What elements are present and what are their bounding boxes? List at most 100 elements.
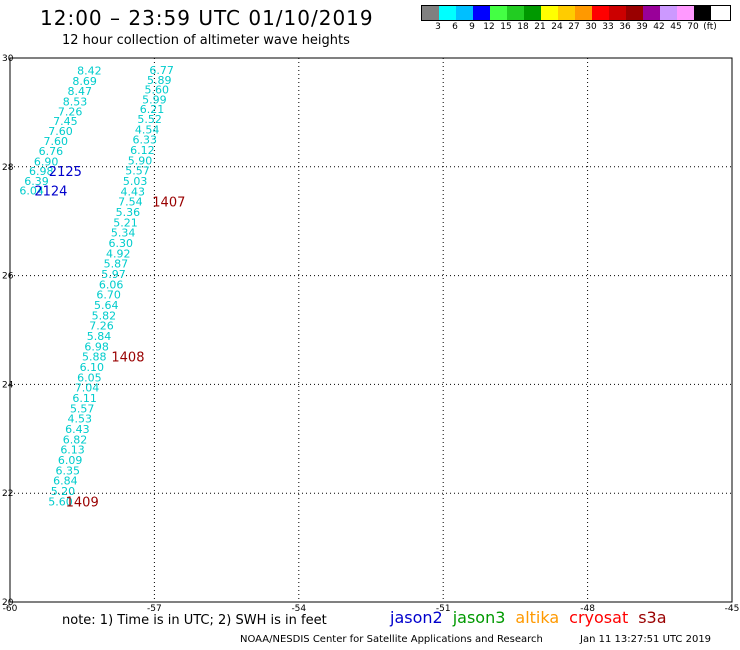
credit-line: NOAA/NESDIS Center for Satellite Applica… [240, 634, 543, 645]
color-scale-tick-label: 18 [517, 22, 529, 32]
wave-height-point: 7.54 [118, 196, 143, 209]
x-tick-label: -48 [580, 604, 595, 614]
color-scale-tick-label: 30 [585, 22, 597, 32]
wave-height-point: 5.87 [104, 258, 129, 271]
satellite-legend-item: jason2 [390, 608, 443, 627]
color-swatch [524, 6, 541, 20]
wave-height-point: 5.84 [87, 330, 112, 343]
wave-height-point: 5.60 [48, 495, 73, 508]
pass-time-annotation: 1409 [66, 495, 99, 510]
wave-height-point: 7.26 [58, 105, 83, 118]
footnote: note: 1) Time is in UTC; 2) SWH is in fe… [62, 613, 327, 628]
wave-height-point: 7.45 [53, 115, 78, 128]
wave-height-point: 5.57 [125, 165, 150, 178]
color-swatch [677, 6, 694, 20]
color-swatch [660, 6, 677, 20]
wave-height-point: 6.21 [140, 103, 165, 116]
color-swatch [490, 6, 507, 20]
wave-height-point: 7.60 [43, 135, 68, 148]
color-scale-tick-label: 3 [435, 22, 441, 32]
color-swatch [541, 6, 558, 20]
wave-height-point: 6.98 [84, 340, 109, 353]
wave-height-point: 8.47 [68, 85, 93, 98]
wave-height-point: 5.89 [147, 74, 172, 87]
wave-height-point: 6.35 [56, 464, 81, 477]
wave-height-point: 6.98 [29, 165, 54, 178]
wave-height-point: 6.10 [80, 361, 105, 374]
pass-time-annotation: 1408 [111, 351, 144, 366]
x-tick-label: -45 [725, 604, 740, 614]
wave-height-point: 5.20 [51, 485, 76, 498]
plot-frame [9, 57, 733, 603]
satellite-legend: jason2 jason3 altika cryosat s3a [390, 608, 677, 627]
y-tick-label: 20 [2, 598, 14, 608]
wave-height-point: 6.76 [39, 145, 64, 158]
wave-height-point: 6.12 [130, 144, 155, 157]
wave-height-point: 7.26 [89, 320, 114, 333]
color-swatch [694, 6, 711, 20]
color-scale-tick-label: 24 [551, 22, 563, 32]
wave-height-point: 5.99 [142, 93, 167, 106]
color-swatch [575, 6, 592, 20]
x-tick-label: -57 [147, 604, 162, 614]
color-scale-tick-label: 42 [653, 22, 665, 32]
color-scale-tick-label: 9 [469, 22, 475, 32]
color-scale-tick-label: 15 [500, 22, 512, 32]
wave-height-point: 6.70 [96, 289, 121, 302]
wave-height-point: 4.54 [135, 123, 160, 136]
wave-height-point: 6.39 [24, 175, 49, 188]
x-tick-label: -51 [436, 604, 451, 614]
color-swatch [473, 6, 490, 20]
color-swatch [507, 6, 524, 20]
satellite-legend-item: altika [515, 608, 560, 627]
wave-height-point: 6.43 [65, 423, 90, 436]
y-tick-label: 26 [2, 272, 14, 282]
wave-height-point: 5.90 [128, 154, 153, 167]
wave-height-point: 5.88 [82, 351, 107, 364]
wave-height-point: 5.52 [137, 113, 162, 126]
x-tick-label: -54 [291, 604, 306, 614]
color-swatch [422, 6, 439, 20]
pass-time-annotation: 2124 [34, 185, 67, 200]
wave-height-point: 6.04 [19, 185, 44, 198]
satellite-legend-item: s3a [638, 608, 667, 627]
color-scale-tick-label: 27 [568, 22, 580, 32]
wave-height-point: 6.30 [108, 237, 133, 250]
wave-height-point: 7.04 [75, 382, 100, 395]
wave-height-point: 6.13 [60, 444, 85, 457]
wave-height-point: 4.92 [106, 247, 131, 260]
satellite-legend-item: cryosat [569, 608, 629, 627]
color-scale-tick-label: (ft) [703, 22, 717, 32]
wave-height-point: 6.06 [99, 278, 124, 291]
y-tick-label: 30 [2, 54, 14, 64]
y-tick-label: 28 [2, 163, 14, 173]
color-swatch [558, 6, 575, 20]
wave-height-point: 6.90 [34, 155, 59, 168]
x-tick-label: -60 [3, 604, 18, 614]
wave-height-point: 7.60 [48, 125, 73, 138]
generated-timestamp: Jan 11 13:27:51 UTC 2019 [580, 634, 712, 645]
wave-height-point: 8.42 [77, 65, 102, 78]
chart-subtitle: 12 hour collection of altimeter wave hei… [62, 33, 350, 48]
satellite-legend-item: jason3 [452, 608, 506, 627]
color-swatch [592, 6, 609, 20]
wave-height-point: 6.84 [53, 475, 78, 488]
color-scale-tick-label: 45 [670, 22, 682, 32]
wave-height-point: 5.64 [94, 299, 119, 312]
color-swatch [626, 6, 643, 20]
wave-height-point: 5.34 [111, 227, 136, 240]
color-swatch [439, 6, 456, 20]
color-scale-labels: 3 6 9 12 15 18 21 24 27 30 33 36 39 42 45 70 (ft) [421, 21, 731, 33]
color-scale-tick-label: 33 [602, 22, 614, 32]
color-scale-tick-label: 70 [687, 22, 699, 32]
color-scale-bar [421, 5, 731, 21]
wave-height-point: 6.11 [72, 392, 97, 405]
color-scale-tick-label: 12 [483, 22, 495, 32]
wave-height-point: 8.53 [63, 96, 88, 109]
wave-height-point: 6.33 [133, 134, 158, 147]
y-tick-label: 22 [2, 489, 13, 499]
wave-height-point: 6.77 [149, 64, 174, 77]
y-tick-label: 24 [2, 380, 14, 390]
wave-height-point: 5.60 [145, 84, 170, 97]
color-swatch [643, 6, 660, 20]
